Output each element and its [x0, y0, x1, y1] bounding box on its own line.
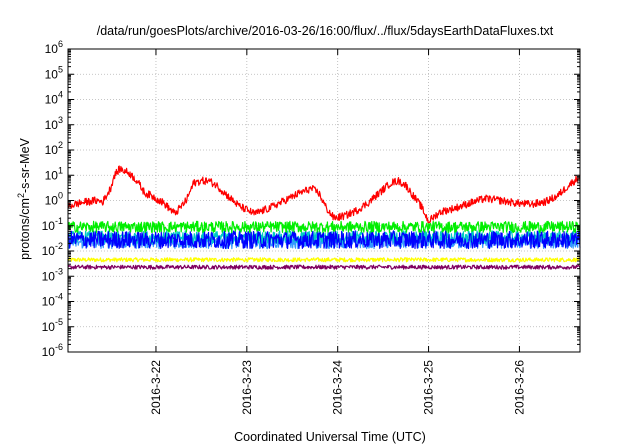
y-tick-base: 10	[45, 93, 59, 107]
y-tick-exponent: -5	[55, 317, 63, 327]
y-tick-base: 10	[42, 295, 56, 309]
x-tick-label: 2016-3-23	[240, 360, 254, 415]
grid	[68, 49, 580, 352]
y-tick-exponent: 5	[58, 64, 63, 74]
y-axis-title: protons/cm2-s-sr-MeV	[16, 137, 32, 259]
series-group	[67, 165, 581, 270]
y-tick-label: 10-1	[42, 216, 63, 233]
y-axis: 10-610-510-410-310-210-11001011021031041…	[42, 39, 580, 359]
x-axis-title: Coordinated Universal Time (UTC)	[234, 430, 426, 444]
y-tick-label: 100	[45, 191, 63, 208]
y-tick-label: 104	[45, 90, 63, 107]
series-line	[67, 257, 581, 263]
series-line	[67, 165, 581, 224]
y-tick-label: 102	[45, 140, 63, 157]
series-line	[67, 264, 581, 270]
x-tick-label: 2016-3-26	[512, 360, 526, 415]
y-tick-base: 10	[42, 320, 56, 334]
y-tick-base: 10	[42, 219, 56, 233]
y-tick-base: 10	[45, 67, 59, 81]
y-tick-base: 10	[45, 118, 59, 132]
y-tick-base: 10	[45, 42, 59, 56]
y-tick-label: 103	[45, 115, 63, 132]
x-tick-label: 2016-3-22	[149, 360, 163, 415]
y-tick-exponent: 6	[58, 39, 63, 49]
chart-title: /data/run/goesPlots/archive/2016-03-26/1…	[97, 24, 554, 38]
y-tick-label: 10-3	[42, 266, 63, 283]
y-tick-label: 10-2	[42, 241, 63, 258]
y-axis-title-start: protons/cm	[18, 198, 32, 260]
y-tick-label: 10-4	[42, 292, 63, 309]
y-tick-exponent: -2	[55, 241, 63, 251]
y-tick-base: 10	[45, 143, 59, 157]
y-tick-base: 10	[42, 345, 56, 359]
y-tick-exponent: 4	[58, 90, 63, 100]
y-tick-exponent: 3	[58, 115, 63, 125]
y-tick-base: 10	[42, 269, 56, 283]
y-tick-label: 106	[45, 39, 63, 56]
y-tick-base: 10	[42, 244, 56, 258]
x-axis: 2016-3-22 2016-3-23 2016-3-24 2016-3-25 2016…	[149, 49, 526, 415]
y-axis-title-end: -s-sr-MeV	[18, 137, 32, 193]
y-tick-label: 10-5	[42, 317, 63, 334]
y-tick-base: 10	[45, 194, 59, 208]
y-axis-title-superscript: 2	[16, 193, 26, 198]
x-tick-label: 2016-3-25	[422, 360, 436, 415]
y-tick-base: 10	[45, 168, 59, 182]
series-line	[67, 220, 581, 234]
series-line	[67, 230, 581, 250]
y-tick-exponent: -1	[55, 216, 63, 226]
y-tick-exponent: -6	[55, 342, 63, 352]
x-tick-label: 2016-3-24	[331, 360, 345, 415]
y-tick-label: 101	[45, 165, 63, 182]
y-tick-exponent: -3	[55, 266, 63, 276]
y-tick-exponent: 0	[58, 191, 63, 201]
y-tick-exponent: -4	[55, 292, 63, 302]
y-tick-exponent: 1	[58, 165, 63, 175]
y-tick-label: 10-6	[42, 342, 63, 359]
y-tick-label: 105	[45, 64, 63, 81]
y-tick-exponent: 2	[58, 140, 63, 150]
